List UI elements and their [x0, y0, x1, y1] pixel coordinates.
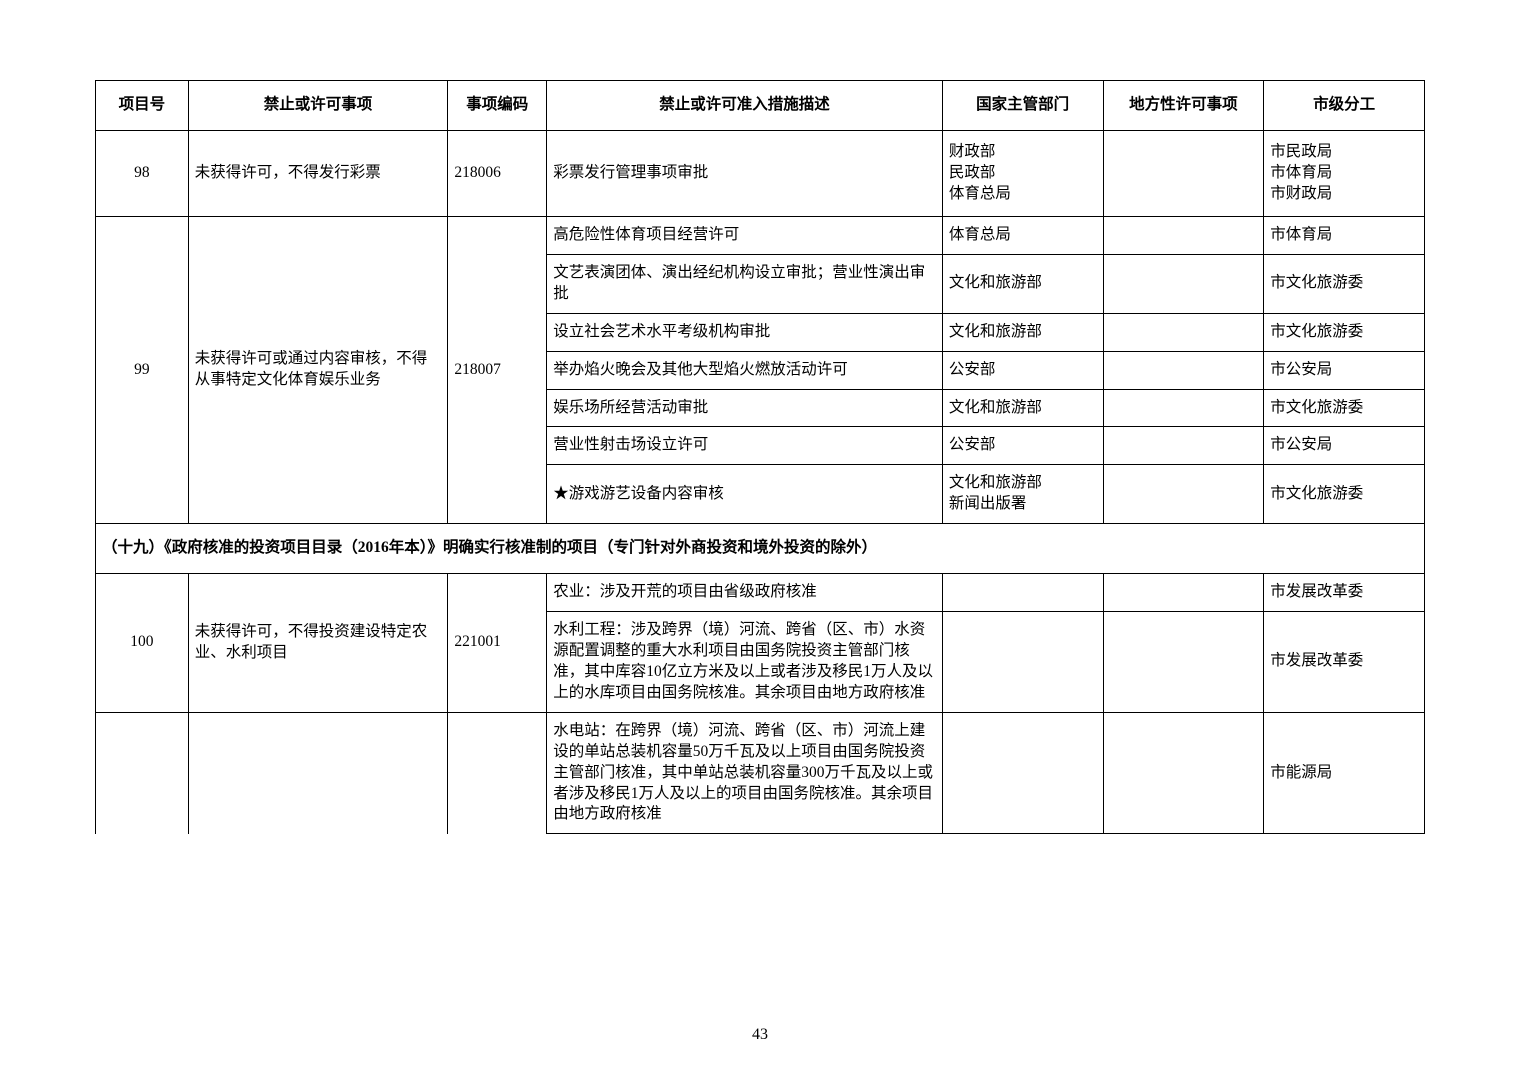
cell-local [1103, 612, 1264, 713]
cell-code [448, 712, 547, 834]
cell-num [96, 712, 189, 834]
cell-local [1103, 216, 1264, 254]
cell-dept: 文化和旅游部 [942, 389, 1103, 427]
cell-div: 市能源局 [1264, 712, 1425, 834]
cell-local [1103, 389, 1264, 427]
page-number: 43 [0, 1026, 1520, 1044]
section-title: （十九）《政府核准的投资项目目录（2016年本）》明确实行核准制的项目（专门针对… [96, 524, 1425, 574]
cell-num: 98 [96, 130, 189, 216]
col-header-item: 禁止或许可事项 [188, 81, 448, 131]
cell-local [1103, 313, 1264, 351]
col-header-div: 市级分工 [1264, 81, 1425, 131]
cell-desc: 娱乐场所经营活动审批 [547, 389, 943, 427]
cell-local [1103, 712, 1264, 834]
col-header-dept: 国家主管部门 [942, 81, 1103, 131]
col-header-desc: 禁止或许可准入措施描述 [547, 81, 943, 131]
cell-div: 市文化旅游委 [1264, 465, 1425, 524]
cell-desc: 彩票发行管理事项审批 [547, 130, 943, 216]
table-row: 98 未获得许可，不得发行彩票 218006 彩票发行管理事项审批 财政部民政部… [96, 130, 1425, 216]
cell-dept: 财政部民政部体育总局 [942, 130, 1103, 216]
cell-num: 99 [96, 216, 189, 523]
cell-desc: 设立社会艺术水平考级机构审批 [547, 313, 943, 351]
cell-div: 市文化旅游委 [1264, 313, 1425, 351]
cell-local [1103, 351, 1264, 389]
cell-div: 市民政局市体育局市财政局 [1264, 130, 1425, 216]
cell-div: 市体育局 [1264, 216, 1425, 254]
cell-desc: 农业：涉及开荒的项目由省级政府核准 [547, 574, 943, 612]
cell-item: 未获得许可或通过内容审核，不得从事特定文化体育娱乐业务 [188, 216, 448, 523]
document-page: 项目号 禁止或许可事项 事项编码 禁止或许可准入措施描述 国家主管部门 地方性许… [0, 0, 1520, 874]
cell-num: 100 [96, 574, 189, 713]
table-header: 项目号 禁止或许可事项 事项编码 禁止或许可准入措施描述 国家主管部门 地方性许… [96, 81, 1425, 131]
cell-desc: 水利工程：涉及跨界（境）河流、跨省（区、市）水资源配置调整的重大水利项目由国务院… [547, 612, 943, 713]
cell-div: 市发展改革委 [1264, 612, 1425, 713]
cell-dept [942, 612, 1103, 713]
cell-div: 市文化旅游委 [1264, 254, 1425, 313]
cell-desc: 举办焰火晚会及其他大型焰火燃放活动许可 [547, 351, 943, 389]
cell-local [1103, 130, 1264, 216]
cell-dept [942, 712, 1103, 834]
col-header-num: 项目号 [96, 81, 189, 131]
col-header-local: 地方性许可事项 [1103, 81, 1264, 131]
cell-desc: ★游戏游艺设备内容审核 [547, 465, 943, 524]
cell-desc: 高危险性体育项目经营许可 [547, 216, 943, 254]
cell-dept: 文化和旅游部 [942, 313, 1103, 351]
cell-code: 218006 [448, 130, 547, 216]
cell-div: 市公安局 [1264, 427, 1425, 465]
cell-desc: 营业性射击场设立许可 [547, 427, 943, 465]
cell-desc: 水电站：在跨界（境）河流、跨省（区、市）河流上建设的单站总装机容量50万千瓦及以… [547, 712, 943, 834]
section-header-row: （十九）《政府核准的投资项目目录（2016年本）》明确实行核准制的项目（专门针对… [96, 524, 1425, 574]
table-row: 水电站：在跨界（境）河流、跨省（区、市）河流上建设的单站总装机容量50万千瓦及以… [96, 712, 1425, 834]
cell-div: 市发展改革委 [1264, 574, 1425, 612]
cell-code: 218007 [448, 216, 547, 523]
cell-dept: 公安部 [942, 427, 1103, 465]
cell-item: 未获得许可，不得投资建设特定农业、水利项目 [188, 574, 448, 713]
cell-local [1103, 254, 1264, 313]
cell-dept: 文化和旅游部 [942, 254, 1103, 313]
cell-dept: 体育总局 [942, 216, 1103, 254]
table-row: 99 未获得许可或通过内容审核，不得从事特定文化体育娱乐业务 218007 高危… [96, 216, 1425, 254]
cell-desc: 文艺表演团体、演出经纪机构设立审批；营业性演出审批 [547, 254, 943, 313]
table-row: 100 未获得许可，不得投资建设特定农业、水利项目 221001 农业：涉及开荒… [96, 574, 1425, 612]
cell-local [1103, 427, 1264, 465]
cell-local [1103, 574, 1264, 612]
col-header-code: 事项编码 [448, 81, 547, 131]
cell-div: 市公安局 [1264, 351, 1425, 389]
cell-item [188, 712, 448, 834]
cell-dept: 公安部 [942, 351, 1103, 389]
cell-div: 市文化旅游委 [1264, 389, 1425, 427]
cell-item: 未获得许可，不得发行彩票 [188, 130, 448, 216]
cell-dept [942, 574, 1103, 612]
cell-code: 221001 [448, 574, 547, 713]
cell-local [1103, 465, 1264, 524]
cell-dept: 文化和旅游部新闻出版署 [942, 465, 1103, 524]
regulation-table: 项目号 禁止或许可事项 事项编码 禁止或许可准入措施描述 国家主管部门 地方性许… [95, 80, 1425, 834]
